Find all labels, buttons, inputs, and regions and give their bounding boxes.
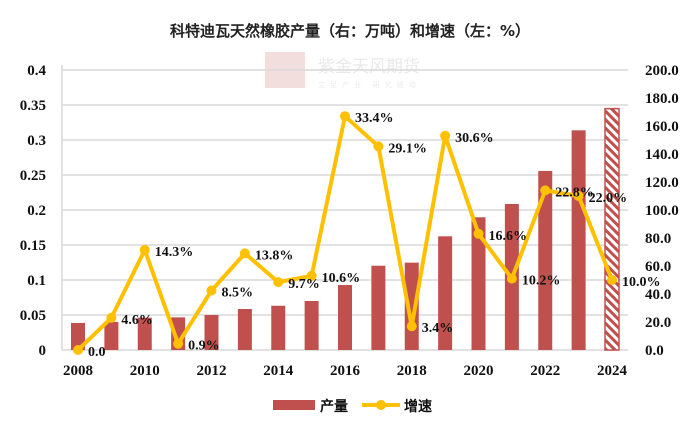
data-label: 0.0 — [88, 345, 106, 360]
data-label: 29.1% — [388, 141, 427, 156]
x-axis-tick-label: 2024 — [597, 363, 628, 379]
right-axis-tick-label: 40.0 — [645, 287, 671, 303]
svg-text:立足产业 研究驱动: 立足产业 研究驱动 — [318, 80, 421, 89]
growth-point — [473, 228, 484, 239]
bar — [338, 285, 352, 350]
bar — [438, 236, 453, 350]
x-axis-tick-label: 2012 — [197, 363, 227, 379]
left-axis-tick-label: 0.1 — [27, 273, 46, 289]
data-label: 30.6% — [455, 131, 494, 146]
x-axis-tick-label: 2020 — [464, 363, 494, 379]
left-axis-tick-label: 0.05 — [20, 308, 46, 324]
left-axis-tick-label: 0.4 — [27, 63, 46, 79]
data-label: 4.6% — [121, 313, 153, 328]
data-label: 0.9% — [188, 339, 220, 354]
legend-label-growth: 增速 — [404, 398, 432, 415]
growth-point — [573, 191, 584, 201]
growth-point — [139, 244, 150, 255]
data-label: 10.2% — [522, 274, 561, 289]
right-axis-tick-label: 140.0 — [645, 147, 679, 163]
growth-point — [273, 277, 284, 288]
right-axis-tick-label: 80.0 — [645, 231, 671, 247]
x-axis-tick-label: 2016 — [330, 363, 361, 379]
growth-point — [173, 338, 184, 349]
growth-point — [373, 141, 384, 152]
right-axis-tick-label: 180.0 — [645, 91, 679, 107]
right-axis-tick-label: 20.0 — [645, 315, 671, 331]
bar-forecast — [604, 107, 620, 351]
legend-label-production: 产量 — [320, 398, 348, 415]
x-axis-tick-label: 2008 — [63, 363, 93, 379]
bar — [571, 130, 586, 350]
growth-point — [340, 111, 350, 122]
data-label: 14.3% — [155, 245, 194, 260]
svg-text:紫金天风期货: 紫金天风期货 — [318, 57, 420, 76]
bar — [538, 170, 553, 350]
right-axis-tick-label: 100.0 — [645, 203, 679, 219]
left-axis-tick-label: 0.25 — [20, 168, 46, 184]
x-axis-tick-label: 2018 — [397, 363, 427, 379]
growth-point — [239, 248, 250, 259]
data-label: 8.5% — [222, 286, 254, 301]
left-axis-tick-label: 0.15 — [20, 238, 46, 254]
data-label: 16.6% — [489, 229, 528, 244]
right-axis-tick-label: 120.0 — [645, 175, 679, 191]
growth-point — [306, 270, 317, 281]
right-axis-tick-label: 200.0 — [645, 63, 679, 79]
legend: 产量 增速 — [273, 398, 432, 415]
data-label: 22.0% — [589, 191, 628, 206]
chart-title: 科特迪瓦天然橡胶产量（右：万吨）和增速（左：%） — [170, 22, 530, 40]
x-axis-tick-label: 2014 — [263, 363, 294, 379]
left-axis-tick-label: 0.2 — [27, 203, 46, 219]
data-label: 3.4% — [422, 321, 454, 336]
bar — [304, 301, 319, 350]
left-axis-tick-label: 0.3 — [27, 133, 46, 149]
data-label: 9.7% — [288, 277, 320, 292]
bar — [71, 322, 85, 350]
left-axis-tick-label: 0.35 — [20, 98, 46, 114]
bar — [137, 317, 152, 350]
data-label: 33.4% — [355, 111, 394, 126]
growth-point — [106, 312, 117, 323]
bar — [104, 322, 119, 350]
x-axis-tick-label: 2010 — [130, 363, 160, 379]
legend-marker-growth — [376, 400, 386, 410]
bar — [471, 217, 486, 350]
bar — [237, 308, 252, 350]
left-axis-tick-label: 0 — [39, 343, 47, 359]
right-axis-tick-label: 0.0 — [645, 343, 664, 359]
bar — [271, 305, 286, 350]
legend-swatch-production — [273, 400, 315, 410]
data-label: 13.8% — [255, 248, 294, 263]
growth-point — [540, 185, 551, 196]
x-axis-tick-label: 2022 — [530, 363, 560, 379]
data-label: 10.6% — [322, 271, 361, 286]
growth-point — [206, 285, 217, 296]
growth-point — [440, 130, 451, 141]
growth-point — [406, 321, 417, 332]
data-label: 10.0% — [622, 275, 661, 290]
bar — [204, 315, 219, 350]
growth-point — [73, 345, 83, 355]
bar — [371, 265, 386, 350]
growth-point — [506, 273, 517, 284]
growth-point — [607, 275, 617, 285]
right-axis-tick-label: 60.0 — [645, 259, 671, 275]
data-label: 22.8% — [555, 185, 594, 200]
right-axis-tick-label: 160.0 — [645, 119, 679, 135]
